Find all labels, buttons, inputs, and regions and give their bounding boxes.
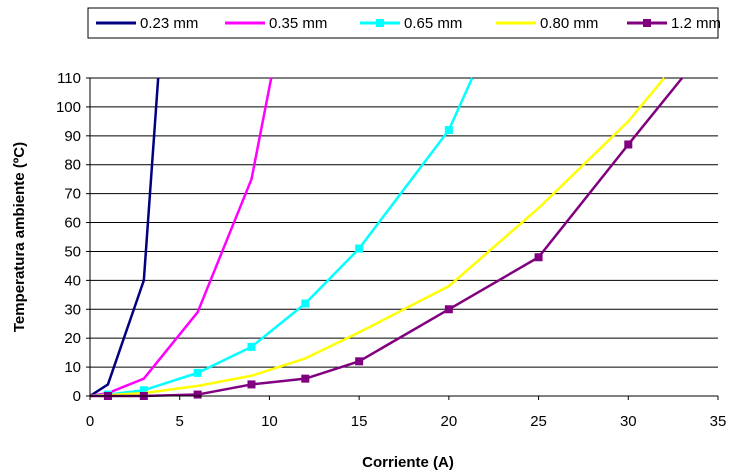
legend-label: 0.65 mm [404,15,462,32]
series-line [89,77,666,398]
series-2 [89,77,474,399]
x-tick-label: 25 [530,413,547,430]
x-tick-label: 20 [441,413,458,430]
y-tick-label: 20 [64,330,81,347]
y-tick-label: 0 [73,388,81,405]
y-axis-title: Temperatura ambiente (ºC) [11,142,28,332]
tick-labels: 0 10 20 30 40 50 60 70 80 90 100 110 0 5 10 15 20 25 30 35 [56,70,726,430]
x-tick-label: 30 [620,413,637,430]
data-point-marker [301,299,310,308]
legend-box [87,7,719,39]
y-tick-label: 70 [64,186,81,203]
y-tick-label: 40 [64,272,81,289]
data-point-marker [444,126,453,135]
y-tick-label: 100 [56,99,81,116]
series-0 [89,77,160,398]
legend-label: 1.2 mm [671,15,721,32]
data-point-marker [139,386,148,395]
y-tick-label: 30 [64,301,81,318]
data-point-marker [355,357,364,366]
legend-marker [643,19,651,27]
data-point-marker [247,342,256,351]
y-tick-label: 60 [64,215,81,232]
x-tick-label: 35 [710,413,727,430]
data-point-marker [355,244,364,253]
legend-label: 0.23 mm [140,15,198,32]
data-point-marker [534,253,543,262]
x-tick-label: 0 [86,413,94,430]
data-point-marker [444,305,453,314]
legend-label: 0.80 mm [540,15,598,32]
legend-label: 0.35 mm [269,15,327,32]
data-point-marker [301,374,310,383]
x-axis-title: Corriente (A) [362,454,454,470]
x-tick-label: 10 [261,413,278,430]
series-3 [89,77,666,398]
data-point-marker [193,390,202,399]
data-point-marker [193,368,202,377]
legend: 0.23 mm 0.35 mm 0.65 mm 0.80 mm 1.2 mm [87,7,721,39]
y-tick-label: 110 [57,70,81,87]
x-tick-label: 15 [351,413,368,430]
data-point-marker [247,380,256,389]
y-tick-label: 80 [64,157,81,174]
data-point-marker [624,140,633,149]
y-tick-label: 50 [64,243,81,260]
y-tick-label: 90 [64,128,81,145]
axes [86,77,719,400]
legend-marker [376,19,384,27]
x-tick-label: 5 [176,413,184,430]
series-line [89,77,160,398]
y-tick-label: 10 [64,359,81,376]
